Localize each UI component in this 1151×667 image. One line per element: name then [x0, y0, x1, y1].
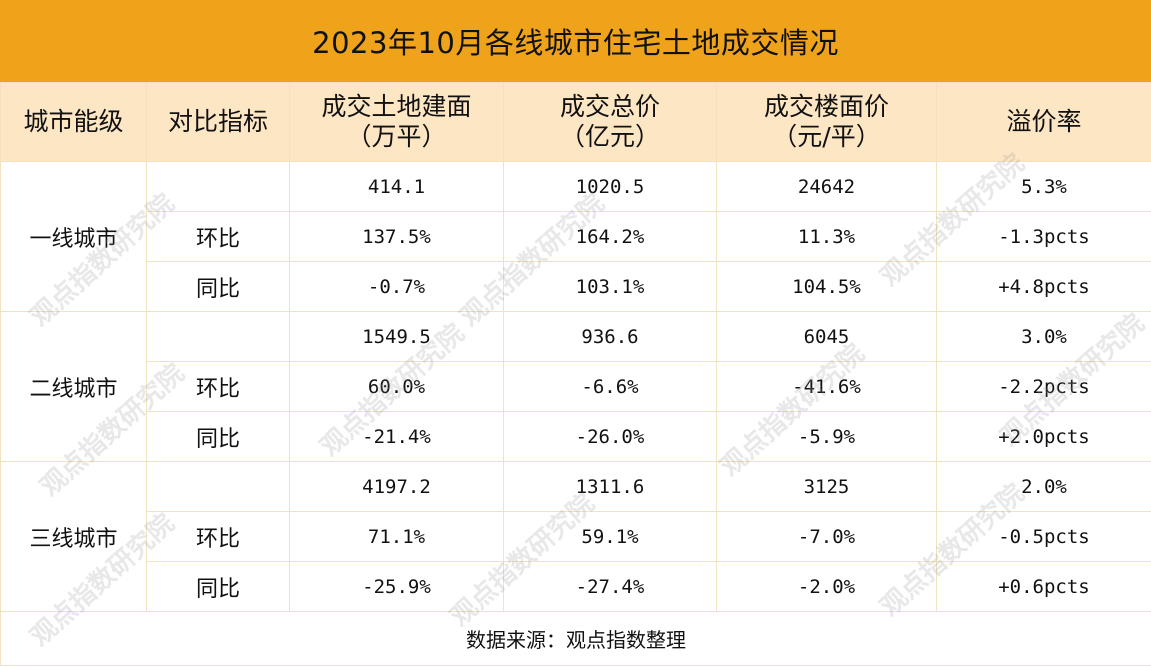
area-cell: 1549.5: [289, 311, 504, 362]
table-row: 同比 -0.7% 103.1% 104.5% +4.8pcts: [1, 261, 1151, 312]
price-cell: 3125: [716, 461, 937, 512]
area-cell: 60.0%: [289, 361, 504, 412]
metric-cell: [146, 311, 290, 362]
total-cell: 1020.5: [503, 161, 717, 212]
city-cell: 二线城市: [0, 311, 147, 462]
table-row: 环比 71.1% 59.1% -7.0% -0.5pcts: [1, 511, 1151, 562]
price-cell: 11.3%: [716, 211, 937, 262]
metric-cell: [146, 461, 290, 512]
header-premium: 溢价率: [936, 82, 1151, 162]
premium-cell: -2.2pcts: [936, 361, 1151, 412]
premium-cell: 5.3%: [936, 161, 1151, 212]
city-cell: 一线城市: [0, 161, 147, 312]
header-area-line1: 成交土地建面: [321, 92, 472, 121]
premium-cell: -0.5pcts: [936, 511, 1151, 562]
price-cell: -5.9%: [716, 411, 937, 462]
header-area-line2: （万平）: [346, 122, 447, 151]
header-total-line1: 成交总价: [559, 92, 660, 121]
total-cell: 936.6: [503, 311, 717, 362]
total-cell: 103.1%: [503, 261, 717, 312]
header-metric: 对比指标: [146, 82, 290, 162]
area-cell: 137.5%: [289, 211, 504, 262]
total-cell: 59.1%: [503, 511, 717, 562]
price-cell: -41.6%: [716, 361, 937, 412]
header-area: 成交土地建面 （万平）: [289, 82, 504, 162]
price-cell: -7.0%: [716, 511, 937, 562]
table-row: 三线城市 4197.2 1311.6 3125 2.0%: [0, 461, 1151, 612]
table-row: 二线城市 1549.5 936.6 6045 3.0%: [0, 311, 1151, 462]
header-price: 成交楼面价 （元/平）: [716, 82, 937, 162]
city-cell: 三线城市: [0, 461, 147, 612]
header-price-line2: （元/平）: [772, 122, 881, 151]
price-cell: 24642: [716, 161, 937, 212]
total-cell: -6.6%: [503, 361, 717, 412]
total-cell: 1311.6: [503, 461, 717, 512]
metric-cell: 同比: [146, 561, 290, 612]
land-transaction-table: 城市能级 对比指标 成交土地建面 （万平） 成交总价 （亿元） 成交楼面价 （元…: [0, 82, 1151, 612]
area-cell: 414.1: [289, 161, 504, 212]
area-cell: 4197.2: [289, 461, 504, 512]
area-cell: -21.4%: [289, 411, 504, 462]
table-title: 2023年10月各线城市住宅土地成交情况: [0, 0, 1151, 82]
total-cell: 164.2%: [503, 211, 717, 262]
header-city: 城市能级: [0, 82, 147, 162]
table-row: 同比 -21.4% -26.0% -5.9% +2.0pcts: [1, 411, 1151, 462]
area-cell: -25.9%: [289, 561, 504, 612]
premium-cell: +0.6pcts: [936, 561, 1151, 612]
metric-cell: 环比: [146, 361, 290, 412]
area-cell: -0.7%: [289, 261, 504, 312]
price-cell: 6045: [716, 311, 937, 362]
table-row: 环比 137.5% 164.2% 11.3% -1.3pcts: [1, 211, 1151, 262]
total-cell: -26.0%: [503, 411, 717, 462]
price-cell: -2.0%: [716, 561, 937, 612]
data-source-note: 数据来源：观点指数整理: [0, 612, 1151, 666]
metric-cell: 环比: [146, 511, 290, 562]
header-total: 成交总价 （亿元）: [503, 82, 717, 162]
header-price-line1: 成交楼面价: [763, 92, 889, 121]
metric-cell: 同比: [146, 261, 290, 312]
header-row: 城市能级 对比指标 成交土地建面 （万平） 成交总价 （亿元） 成交楼面价 （元…: [0, 82, 1151, 162]
metric-cell: 同比: [146, 411, 290, 462]
premium-cell: +4.8pcts: [936, 261, 1151, 312]
premium-cell: -1.3pcts: [936, 211, 1151, 262]
area-cell: 71.1%: [289, 511, 504, 562]
premium-cell: 2.0%: [936, 461, 1151, 512]
premium-cell: 3.0%: [936, 311, 1151, 362]
premium-cell: +2.0pcts: [936, 411, 1151, 462]
metric-cell: [146, 161, 290, 212]
table-row: 一线城市 414.1 1020.5 24642 5.3%: [0, 161, 1151, 312]
table-row: 环比 60.0% -6.6% -41.6% -2.2pcts: [1, 361, 1151, 412]
total-cell: -27.4%: [503, 561, 717, 612]
price-cell: 104.5%: [716, 261, 937, 312]
table-row: 同比 -25.9% -27.4% -2.0% +0.6pcts: [1, 561, 1151, 612]
header-total-line2: （亿元）: [559, 122, 660, 151]
metric-cell: 环比: [146, 211, 290, 262]
